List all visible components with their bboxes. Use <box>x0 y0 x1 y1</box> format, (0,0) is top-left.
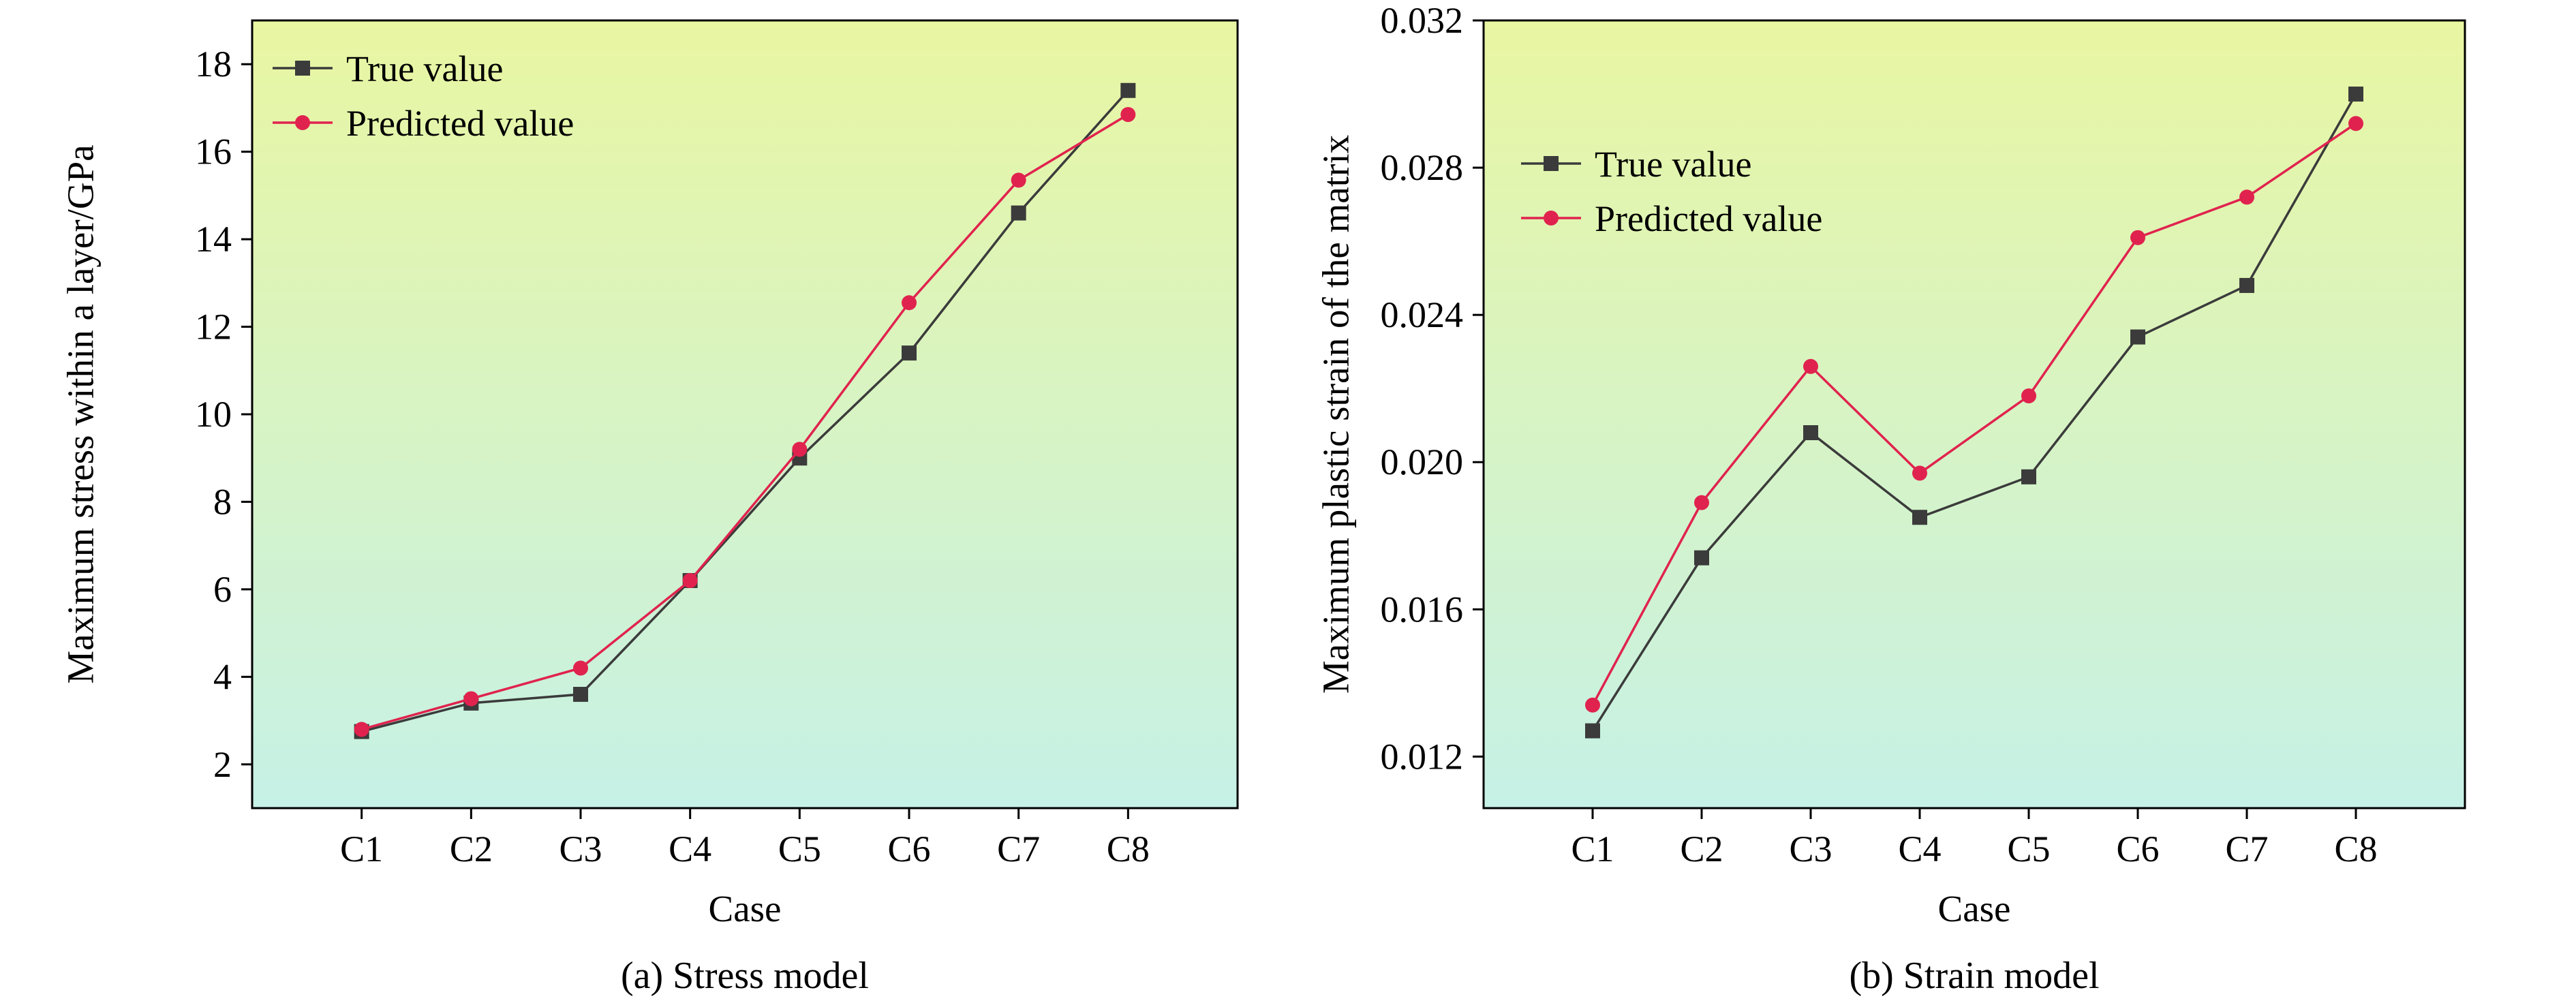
data-point-marker <box>1011 205 1026 221</box>
y-axis-label: Maximum stress within a layer/GPa <box>59 144 102 684</box>
data-point-marker <box>2348 87 2363 102</box>
data-point-marker <box>573 687 588 703</box>
chart-caption: (a) Stress model <box>621 955 869 997</box>
y-tick-label: 14 <box>195 219 232 260</box>
y-tick-label: 0.020 <box>1381 442 1464 482</box>
x-tick-label: C8 <box>1107 829 1150 869</box>
data-point-marker <box>1803 425 1818 441</box>
data-point-marker <box>2239 277 2254 293</box>
x-tick-label: C1 <box>340 829 383 869</box>
data-point-marker <box>2021 469 2036 484</box>
y-tick-label: 0.016 <box>1381 589 1464 630</box>
legend-label: True value <box>346 48 503 89</box>
data-point-marker <box>1912 510 1927 525</box>
legend-label: Predicted value <box>346 103 574 144</box>
x-axis-label: Case <box>708 888 782 929</box>
data-point-marker <box>1120 107 1136 123</box>
x-tick-label: C1 <box>1571 829 1614 869</box>
y-tick-label: 16 <box>195 132 232 172</box>
stress-model-chart: 2 4 6 8 10 12 14 16 18 C1 C2 C3 C4 C5 C6 C7 C8 True value… <box>59 19 1239 997</box>
legend-marker-icon <box>1544 211 1559 226</box>
plot-area <box>1482 19 2466 809</box>
data-point-marker <box>2348 116 2363 132</box>
y-tick-label: 0.028 <box>1381 147 1464 188</box>
x-tick-label: C7 <box>997 829 1040 869</box>
data-point-marker <box>682 573 698 589</box>
chart-caption: (b) Strain model <box>1849 955 2100 997</box>
y-tick-label: 0.032 <box>1381 0 1464 41</box>
data-point-marker <box>1011 172 1026 188</box>
y-tick-label: 12 <box>195 307 232 348</box>
x-tick-label: C2 <box>1680 829 1723 869</box>
y-tick-label: 8 <box>213 481 232 522</box>
data-point-marker <box>1694 495 1709 510</box>
y-axis-label: Maximum plastic strain of the matrix <box>1315 134 1357 694</box>
data-point-marker <box>2239 189 2254 205</box>
y-tick-label: 0.024 <box>1381 294 1464 335</box>
data-point-marker <box>1585 697 1600 713</box>
stress-plot-canvas: 2 4 6 8 10 12 14 16 18 C1 C2 C3 C4 C5 C6 C7 C8 True value… <box>195 19 1239 869</box>
data-point-marker <box>354 722 369 737</box>
x-tick-label: C6 <box>2116 829 2159 869</box>
x-tick-label: C5 <box>2007 829 2050 869</box>
series-line <box>361 89 1129 733</box>
data-point-marker <box>2130 230 2145 245</box>
legend-marker-icon <box>1544 156 1559 171</box>
series-line <box>361 113 1129 731</box>
x-tick-label: C5 <box>778 829 821 869</box>
x-axis-label: Case <box>1937 888 2011 929</box>
legend-marker-icon <box>295 115 310 130</box>
data-point-marker <box>902 295 917 311</box>
strain-model-chart: 0.012 0.016 0.020 0.024 0.028 0.032 C1 C2 C3 C4 C5… <box>1288 0 2576 1003</box>
y-tick-label: 0.012 <box>1381 736 1464 777</box>
data-point-marker <box>573 660 588 676</box>
data-point-marker <box>463 691 479 707</box>
x-tick-label: C3 <box>1789 829 1832 869</box>
y-tick-label: 4 <box>213 656 232 697</box>
legend-label: Predicted value <box>1595 198 1822 239</box>
data-point-marker <box>1585 723 1600 739</box>
series-line <box>1591 93 2357 732</box>
y-tick-label: 2 <box>213 744 232 785</box>
x-tick-label: C4 <box>1898 829 1941 869</box>
y-tick-label: 6 <box>213 569 232 610</box>
data-point-marker <box>2021 388 2036 403</box>
data-point-marker <box>1694 550 1709 566</box>
data-point-marker <box>902 345 917 361</box>
x-tick-label: C6 <box>887 829 930 869</box>
x-tick-label: C4 <box>669 829 711 869</box>
legend-label: True value <box>1595 144 1751 185</box>
data-point-marker <box>2130 329 2145 345</box>
x-tick-label: C8 <box>2334 829 2377 869</box>
data-point-marker <box>792 442 808 457</box>
legend-marker-icon <box>295 61 310 76</box>
data-point-marker <box>1912 465 1927 481</box>
strain-plot-canvas: 0.012 0.016 0.020 0.024 0.028 0.032 C1 C2 C3 C4 C5… <box>1381 0 2466 869</box>
series-line <box>1591 122 2357 706</box>
y-tick-label: 18 <box>195 44 232 84</box>
x-tick-label: C3 <box>559 829 602 869</box>
data-point-marker <box>1803 358 1818 374</box>
data-point-marker <box>1120 82 1136 98</box>
x-tick-label: C2 <box>450 829 493 869</box>
x-tick-label: C7 <box>2225 829 2268 869</box>
y-tick-label: 10 <box>195 394 232 435</box>
